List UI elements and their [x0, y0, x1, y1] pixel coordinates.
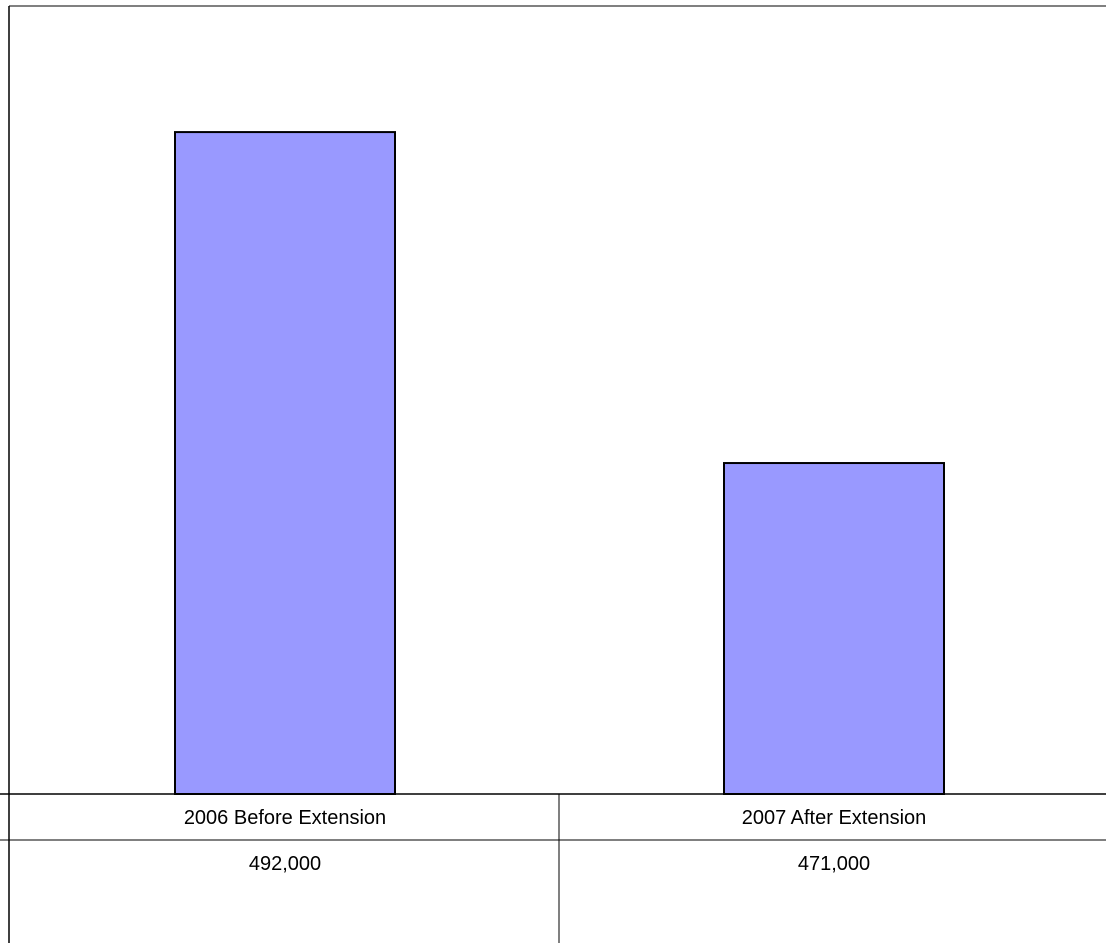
value-label-2006: 492,000: [249, 853, 321, 875]
category-label-2007: 2007 After Extension: [742, 807, 927, 829]
value-label-2007: 471,000: [798, 853, 870, 875]
bar-2006: [174, 131, 396, 795]
category-label-2006: 2006 Before Extension: [184, 807, 386, 829]
bars-group: [174, 131, 945, 795]
bar-2007: [723, 462, 945, 795]
